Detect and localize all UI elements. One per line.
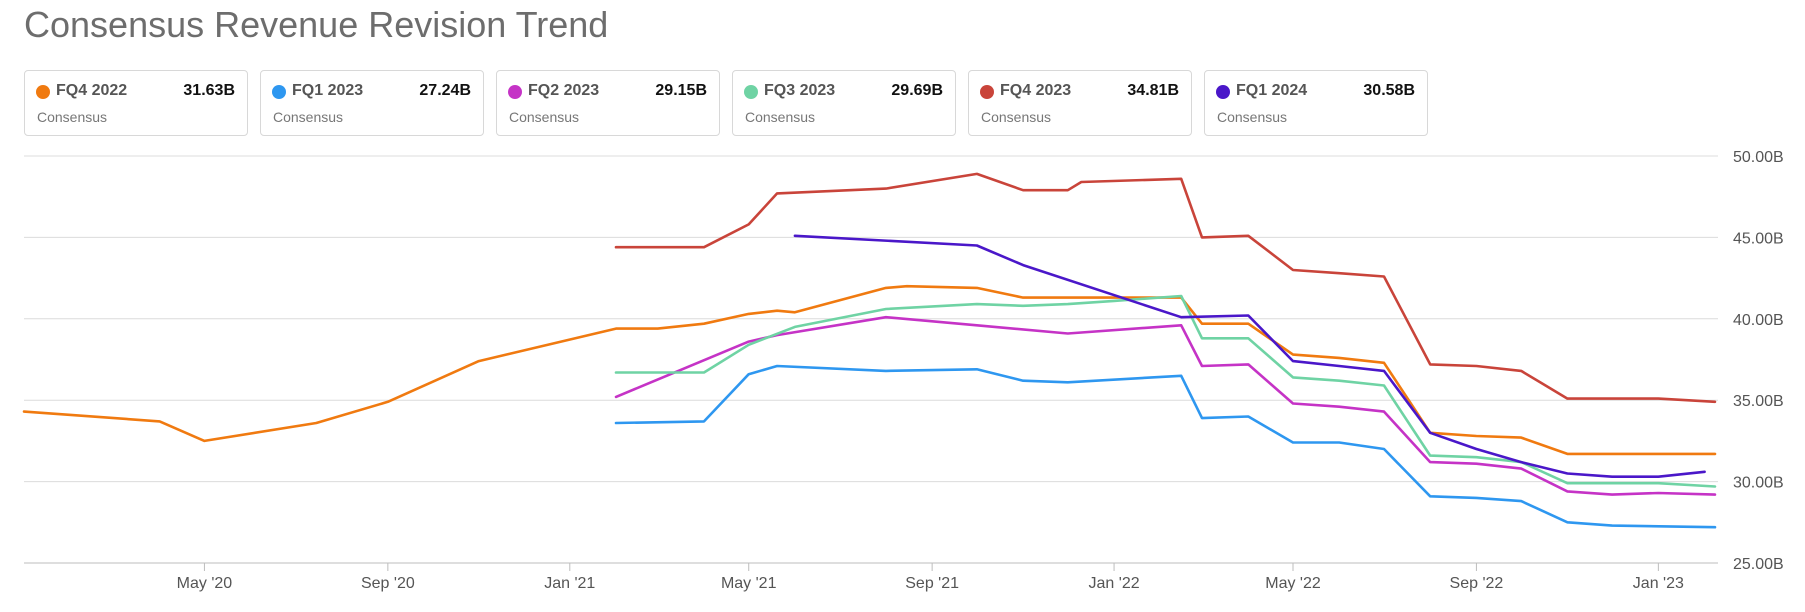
series-line-fq4-2023[interactable] <box>614 172 1717 404</box>
legend-series-value: 29.69B <box>891 82 943 99</box>
legend-series-value: 30.58B <box>1363 82 1415 99</box>
series-line-fq1-2023[interactable] <box>614 364 1717 529</box>
legend-card-fq2-2023[interactable]: FQ2 2023 29.15B Consensus <box>496 70 720 136</box>
legend-series-name: FQ4 2023 <box>1000 82 1072 99</box>
series-dot-icon <box>36 85 50 99</box>
y-tick-label: 30.00B <box>1733 475 1784 492</box>
legend-series-sub: Consensus <box>37 109 108 125</box>
y-tick-label: 50.00B <box>1733 149 1784 166</box>
legend-series-name: FQ1 2024 <box>1236 82 1308 99</box>
legend-series-sub: Consensus <box>745 109 816 125</box>
legend-card-fq1-2024[interactable]: FQ1 2024 30.58B Consensus <box>1204 70 1428 136</box>
legend-series-name: FQ3 2023 <box>764 82 836 99</box>
legend: FQ4 2022 31.63B Consensus FQ1 2023 27.24… <box>24 70 1428 136</box>
legend-series-name: FQ1 2023 <box>292 82 364 99</box>
x-tick-label: Sep '20 <box>361 575 415 592</box>
legend-series-value: 29.15B <box>655 82 707 99</box>
series-dot-icon <box>980 85 994 99</box>
legend-card-fq4-2022[interactable]: FQ4 2022 31.63B Consensus <box>24 70 248 136</box>
series-line-fq3-2023[interactable] <box>614 294 1717 488</box>
legend-series-value: 31.63B <box>183 82 235 99</box>
legend-series-sub: Consensus <box>273 109 344 125</box>
legend-series-name: FQ4 2022 <box>56 82 128 99</box>
series-dot-icon <box>744 85 758 99</box>
legend-series-sub: Consensus <box>981 109 1052 125</box>
y-tick-label: 40.00B <box>1733 312 1784 329</box>
y-tick-label: 45.00B <box>1733 230 1784 247</box>
x-tick-label: Jan '21 <box>544 575 595 592</box>
legend-series-name: FQ2 2023 <box>528 82 600 99</box>
legend-series-value: 27.24B <box>419 82 471 99</box>
series-dot-icon <box>272 85 286 99</box>
legend-series-sub: Consensus <box>1217 109 1288 125</box>
series-line-fq1-2024[interactable] <box>793 234 1706 478</box>
x-tick-label: Jan '22 <box>1089 575 1140 592</box>
legend-series-value: 34.81B <box>1127 82 1179 99</box>
x-tick-label: May '21 <box>721 575 777 592</box>
page-title: Consensus Revenue Revision Trend <box>24 4 609 45</box>
series-dot-icon <box>1216 85 1230 99</box>
series-line-fq4-2022[interactable] <box>22 284 1717 456</box>
x-tick-label: May '20 <box>177 575 233 592</box>
series-dot-icon <box>508 85 522 99</box>
y-tick-label: 25.00B <box>1733 556 1784 573</box>
series-line-fq2-2023[interactable] <box>614 315 1717 496</box>
legend-card-fq3-2023[interactable]: FQ3 2023 29.69B Consensus <box>732 70 956 136</box>
x-tick-label: Sep '21 <box>905 575 959 592</box>
x-tick-label: Sep '22 <box>1450 575 1504 592</box>
legend-series-sub: Consensus <box>509 109 580 125</box>
y-tick-label: 35.00B <box>1733 393 1784 410</box>
legend-card-fq1-2023[interactable]: FQ1 2023 27.24B Consensus <box>260 70 484 136</box>
x-tick-label: Jan '23 <box>1633 575 1684 592</box>
revision-trend-chart[interactable]: 25.00B 30.00B 35.00B 40.00B 45.00B 50.00B May … <box>0 140 1805 612</box>
x-tick-label: May '22 <box>1265 575 1321 592</box>
legend-card-fq4-2023[interactable]: FQ4 2023 34.81B Consensus <box>968 70 1192 136</box>
